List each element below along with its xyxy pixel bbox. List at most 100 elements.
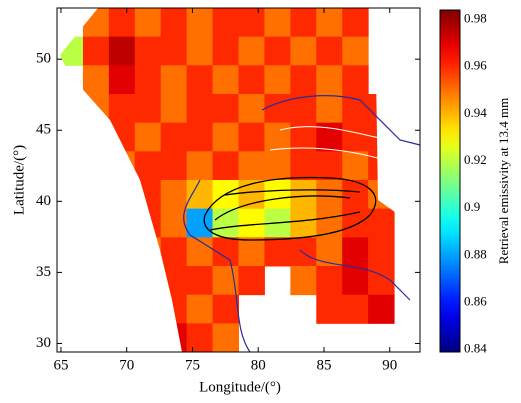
cell	[264, 65, 291, 95]
cell	[316, 65, 343, 95]
cell	[212, 323, 239, 352]
cell	[264, 237, 291, 267]
cell	[290, 8, 317, 38]
y-tick-label: 45	[36, 122, 51, 138]
cell	[186, 266, 214, 296]
x-tick-label: 65	[53, 357, 68, 373]
cell	[238, 266, 265, 296]
cell	[186, 294, 214, 324]
y-axis-label: Latitude/(°)	[11, 145, 27, 215]
cell	[342, 294, 369, 324]
cell	[290, 65, 317, 95]
cell	[134, 36, 162, 66]
cell	[290, 180, 317, 210]
cell	[342, 180, 369, 210]
x-axis-label: Longitude/(°)	[199, 379, 281, 395]
cell	[212, 94, 239, 124]
cell	[186, 151, 214, 181]
cell	[186, 8, 214, 38]
colorbar-tick-label: 0.84	[464, 341, 487, 356]
cell	[342, 266, 369, 296]
cell	[108, 65, 136, 95]
cell	[212, 8, 239, 38]
cell	[238, 180, 265, 210]
cell	[316, 237, 343, 267]
cell	[238, 237, 265, 267]
cell	[160, 122, 188, 152]
cell	[342, 122, 369, 152]
cell	[316, 266, 343, 296]
colorbar-tick-label: 0.94	[464, 105, 487, 120]
cell	[212, 65, 239, 95]
colorbar-tick-label: 0.88	[464, 246, 487, 261]
cell	[160, 237, 188, 267]
plot-frame	[56, 7, 421, 353]
cell	[186, 180, 214, 210]
x-tick-label: 90	[382, 357, 397, 373]
cell	[186, 122, 214, 152]
x-tick-label: 80	[251, 357, 266, 373]
cell	[212, 122, 239, 152]
cell	[264, 8, 291, 38]
cell	[186, 323, 214, 352]
cell	[134, 65, 162, 95]
cell	[108, 8, 136, 38]
cell	[186, 237, 214, 267]
cell	[160, 8, 188, 38]
cell	[186, 94, 214, 124]
x-tick-label: 75	[185, 357, 200, 373]
cell	[368, 208, 395, 238]
cell	[134, 122, 162, 152]
cell	[108, 94, 136, 124]
colorbar-tick-label: 0.9	[464, 199, 480, 214]
cell	[290, 36, 317, 66]
cell	[264, 36, 291, 66]
y-tick-label: 35	[36, 264, 51, 280]
cell	[82, 65, 110, 95]
cell	[238, 94, 265, 124]
cell	[264, 180, 291, 210]
cell	[160, 208, 188, 238]
cell	[316, 151, 343, 181]
x-tick-label: 70	[119, 357, 134, 373]
cell	[160, 94, 188, 124]
colorbar-tick-label: 0.98	[464, 10, 487, 25]
cell	[134, 8, 162, 38]
cell	[186, 65, 214, 95]
cell	[238, 8, 265, 38]
cell	[342, 151, 369, 181]
colorbar	[439, 9, 461, 353]
x-tick-label: 85	[316, 357, 331, 373]
cell	[186, 36, 214, 66]
colorbar-label: Retrieval emissivity at 13.4 mm	[496, 98, 511, 264]
colorbar-tick-label: 0.86	[464, 293, 487, 308]
cell	[342, 237, 369, 267]
colorbar-tick-label: 0.92	[464, 152, 487, 167]
contour-black	[203, 176, 377, 241]
cell	[316, 94, 343, 124]
cell	[368, 237, 395, 267]
cell	[108, 36, 136, 66]
cell	[264, 151, 291, 181]
y-tick-label: 30	[36, 335, 51, 351]
cell	[212, 151, 239, 181]
cell	[160, 151, 188, 181]
cell	[238, 122, 265, 152]
cell	[316, 8, 343, 38]
cell	[134, 94, 162, 124]
cell	[238, 208, 265, 238]
cell	[264, 94, 291, 124]
cell	[238, 65, 265, 95]
cell	[212, 36, 239, 66]
cell	[290, 266, 317, 296]
cell	[342, 65, 369, 95]
cell	[316, 294, 343, 324]
cell	[342, 8, 369, 38]
cell	[264, 122, 291, 152]
cell	[212, 294, 239, 324]
cell	[290, 151, 317, 181]
y-tick-label: 50	[36, 51, 51, 67]
cell	[290, 208, 317, 238]
cell	[238, 151, 265, 181]
overlays	[183, 95, 421, 353]
